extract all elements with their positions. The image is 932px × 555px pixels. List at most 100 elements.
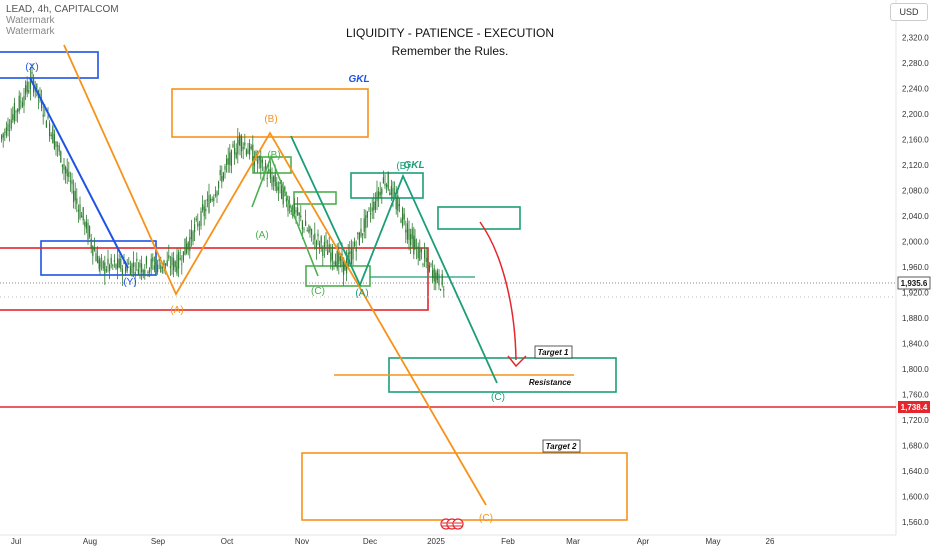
candle-body	[261, 159, 263, 163]
candle-body	[161, 266, 163, 269]
wave-label: Resistance	[529, 378, 572, 387]
x-tick-label: Mar	[566, 537, 580, 546]
y-tick-label: 2,160.0	[902, 136, 929, 145]
candle-body	[402, 207, 404, 226]
candle-body	[317, 233, 319, 237]
candle-body	[186, 243, 188, 254]
candle-body	[440, 289, 442, 291]
candle-body	[395, 197, 397, 210]
candle-body	[82, 207, 84, 221]
candle-body	[174, 261, 176, 267]
candle-body	[147, 271, 149, 274]
candle-body	[368, 208, 370, 210]
y-tick-label: 1,840.0	[902, 340, 929, 349]
candle-body	[300, 215, 302, 218]
candle-body	[202, 204, 204, 211]
candle-body	[21, 102, 23, 108]
candle-body	[85, 221, 87, 229]
candle-body	[360, 228, 362, 237]
wave-label: Target 1	[538, 348, 569, 357]
candle-body	[134, 271, 136, 276]
candle-body	[414, 239, 416, 247]
x-tick-label: Feb	[501, 537, 515, 546]
candle-body	[319, 243, 321, 250]
target-badge	[534, 345, 573, 359]
candle-body	[194, 224, 196, 233]
candle-body	[79, 204, 81, 219]
candle-body	[210, 198, 212, 202]
y-tick-label: 1,560.0	[902, 518, 929, 527]
wave-label: (X)	[25, 62, 38, 73]
candle-body	[58, 145, 60, 152]
candle-body	[273, 176, 275, 182]
candle-body	[355, 247, 357, 252]
watermark-1: Watermark	[6, 15, 55, 26]
candle-body	[74, 191, 76, 201]
candle-body	[115, 264, 117, 269]
candle-body	[323, 242, 325, 248]
candle-body	[389, 192, 391, 195]
candle-body	[69, 180, 71, 182]
wave-label: (B)	[267, 150, 280, 161]
candle-body	[31, 72, 33, 74]
candle-body	[66, 168, 68, 177]
candle-body	[352, 247, 354, 260]
candle-body	[49, 123, 51, 137]
current-price-tag	[897, 276, 931, 290]
candle-body	[112, 265, 114, 266]
candle-body	[29, 76, 31, 90]
candle-body	[322, 248, 324, 256]
candle-body	[257, 159, 259, 164]
wave-label: GKL	[348, 74, 369, 85]
candle-body	[61, 164, 63, 167]
candle-body	[258, 156, 260, 161]
y-tick-label: 1,760.0	[902, 391, 929, 400]
candle-body	[305, 220, 307, 226]
candle-body	[378, 191, 380, 198]
wave-label: (Y)	[123, 277, 136, 288]
candle-body	[28, 90, 30, 93]
wave-label: (A)	[355, 288, 368, 299]
candle-body	[117, 258, 119, 269]
candle-body	[26, 81, 28, 93]
candle-body	[245, 149, 247, 155]
target-badge	[542, 439, 581, 453]
candle-body	[234, 147, 236, 155]
candle-body	[20, 101, 22, 103]
x-tick-label: May	[705, 537, 720, 546]
candle-body	[384, 183, 386, 186]
candle-body	[438, 274, 440, 286]
currency-button[interactable]: USD	[890, 3, 928, 21]
wave-label: Target 2	[546, 442, 577, 451]
candle-body	[436, 270, 438, 281]
candle-body	[168, 255, 170, 259]
candle-body	[371, 207, 373, 212]
candle-body	[398, 203, 400, 207]
candle-body	[45, 120, 47, 128]
candle-body	[136, 258, 138, 261]
candle-body	[50, 134, 52, 136]
x-tick-label: Aug	[83, 537, 97, 546]
candle-body	[312, 242, 314, 244]
candle-body	[327, 250, 329, 255]
candle-body	[400, 219, 402, 223]
candle-body	[419, 247, 421, 261]
candle-body	[110, 257, 112, 265]
y-tick-label: 2,240.0	[902, 85, 929, 94]
candle-body	[341, 253, 343, 266]
candle-body	[57, 145, 59, 147]
candle-body	[239, 136, 241, 146]
candle-body	[219, 169, 221, 176]
candle-body	[427, 257, 429, 263]
candle-body	[432, 270, 434, 279]
candle-body	[433, 268, 435, 282]
candle-body	[435, 272, 437, 284]
candle-body	[125, 266, 127, 273]
candle-body	[189, 237, 191, 251]
candle-body	[331, 246, 333, 261]
y-tick-label: 2,200.0	[902, 110, 929, 119]
candle-body	[397, 195, 399, 211]
candle-body	[141, 263, 143, 273]
